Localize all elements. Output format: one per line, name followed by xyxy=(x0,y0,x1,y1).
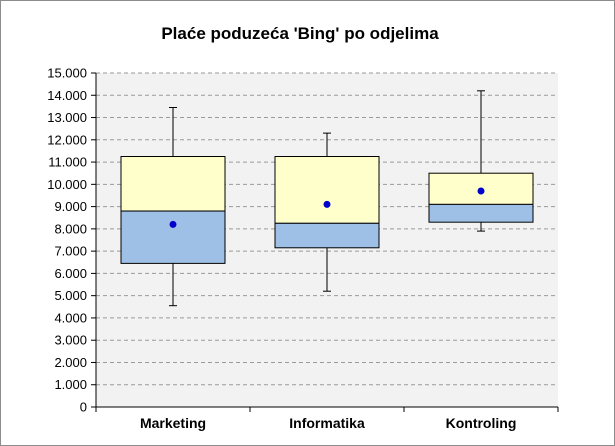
y-tick-label: 3.000 xyxy=(54,333,87,348)
x-category-label: Kontroling xyxy=(446,415,517,431)
y-tick-label: 4.000 xyxy=(54,310,87,325)
y-tick-label: 6.000 xyxy=(54,266,87,281)
y-tick-label: 10.000 xyxy=(47,177,87,192)
axis-labels: 0 1.000 2.000 3.000 4.000 5.000 6.000 7.000 8.00… xyxy=(47,66,516,432)
box-marketing xyxy=(120,107,226,307)
y-tick-label: 15.000 xyxy=(47,66,87,81)
box-informatika xyxy=(274,132,380,292)
chart-title: Plaće poduzeća 'Bing' po odjelima xyxy=(161,24,439,43)
upper-box xyxy=(120,156,226,212)
y-tick-label: 0 xyxy=(80,400,87,415)
y-tick-label: 9.000 xyxy=(54,199,87,214)
lower-box xyxy=(274,222,380,249)
y-tick-label: 7.000 xyxy=(54,244,87,259)
y-tick-label: 5.000 xyxy=(54,288,87,303)
y-tick-label: 8.000 xyxy=(54,221,87,236)
y-tick-label: 12.000 xyxy=(47,132,87,147)
box-kontroling xyxy=(428,90,534,232)
mean-marker xyxy=(169,220,177,228)
axes xyxy=(91,72,559,412)
y-tick-label: 13.000 xyxy=(47,110,87,125)
mean-marker xyxy=(323,200,331,208)
mean-marker xyxy=(477,187,485,195)
x-category-label: Informatika xyxy=(289,415,365,431)
x-category-label: Marketing xyxy=(140,415,206,431)
y-tick-label: 1.000 xyxy=(54,377,87,392)
y-tick-label: 14.000 xyxy=(47,88,87,103)
y-tick-label: 11.000 xyxy=(48,155,87,170)
boxes xyxy=(120,90,534,307)
lower-box xyxy=(120,210,226,264)
lower-box xyxy=(428,203,534,223)
y-tick-label: 2.000 xyxy=(54,355,87,370)
upper-box xyxy=(274,156,380,224)
